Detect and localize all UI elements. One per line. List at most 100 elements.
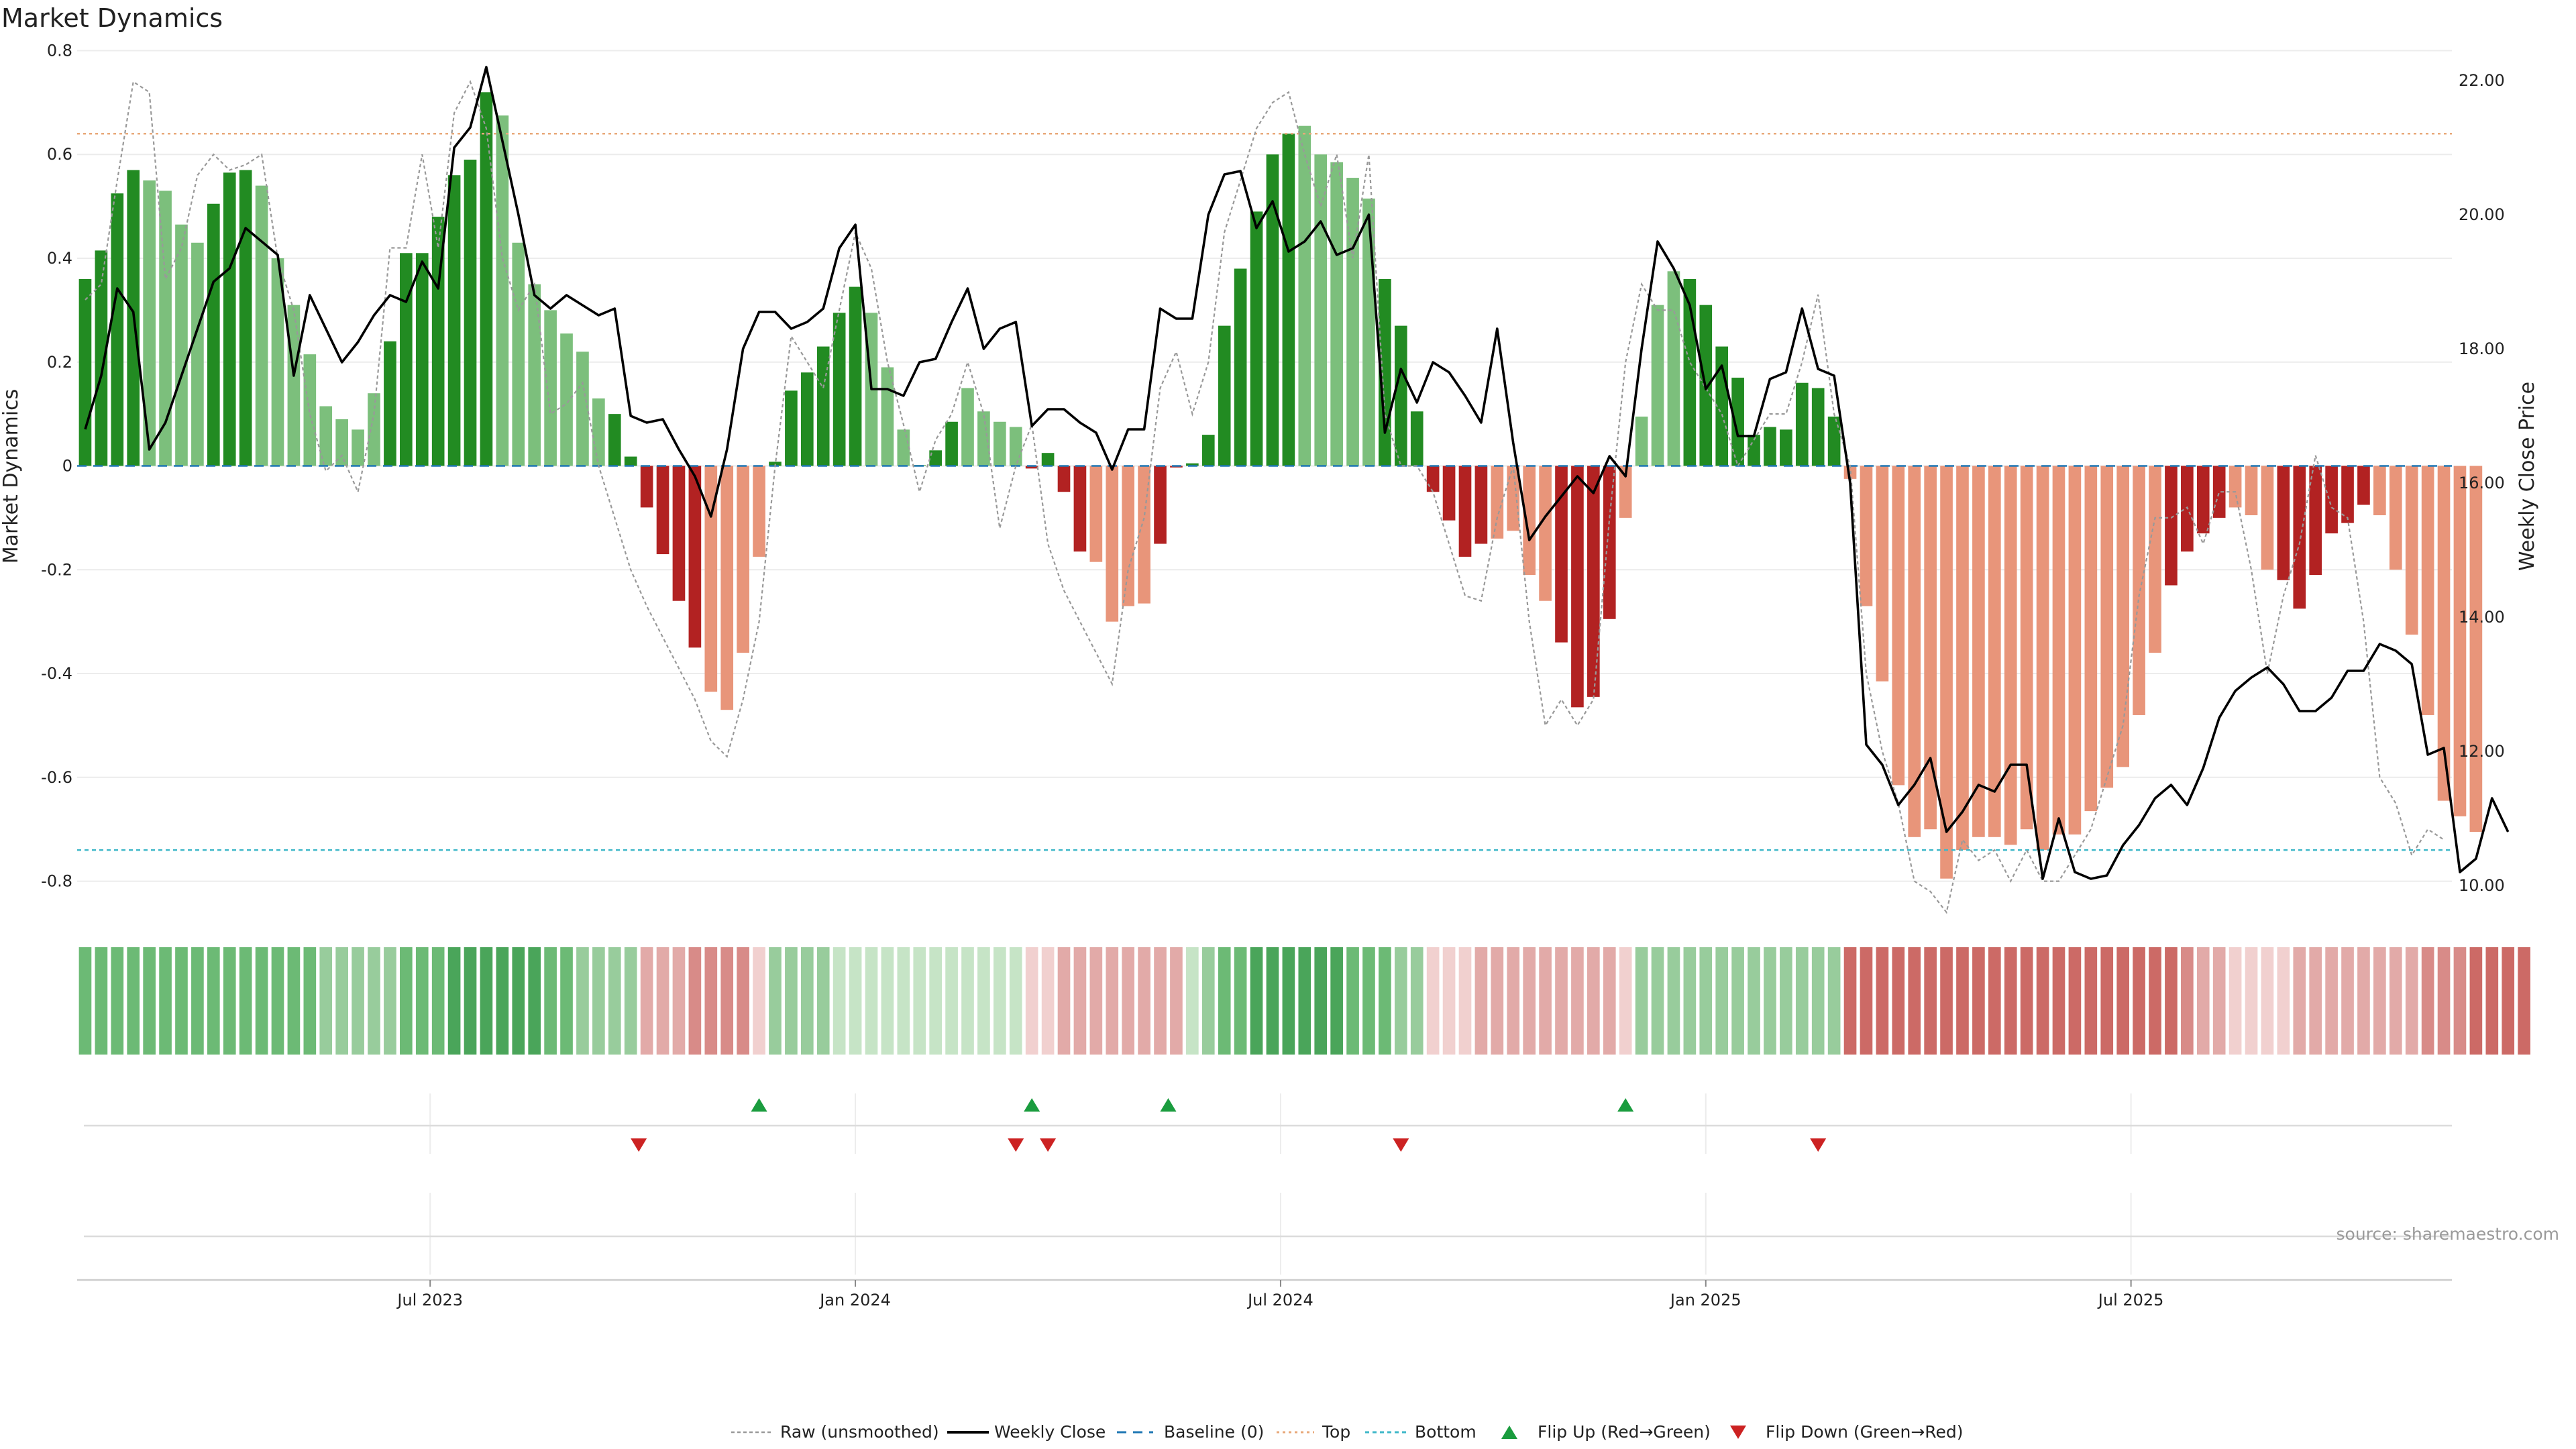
regime-cell [1603,947,1616,1055]
regime-cell [2068,947,2082,1055]
dynamics-bar [1057,466,1071,492]
regime-cell [737,947,749,1055]
dynamics-bar [2389,466,2402,570]
legend: Raw (unsmoothed) Weekly Close Baseline (0)… [731,1422,1964,1442]
regime-cell [1009,947,1022,1055]
regime-cell [191,947,204,1055]
regime-cell [977,947,990,1055]
regime-cell [1266,947,1279,1055]
regime-cell [897,947,910,1055]
dynamics-bar [1410,411,1424,466]
dynamics-bar [1748,435,1760,466]
dynamics-bar [431,217,445,466]
dynamics-bar [2020,466,2033,830]
regime-cell [1827,947,1841,1055]
dynamics-bar [816,346,830,466]
dynamics-bar [1442,466,1456,521]
y2-tick-label: 18.00 [2459,339,2505,358]
regime-cell [560,947,573,1055]
dynamics-bar [2165,466,2178,586]
regime-cell [1089,947,1103,1055]
dynamics-bar [544,310,557,466]
market-dynamics-bars [78,92,2483,879]
dynamics-bar [1795,382,1809,466]
regime-cell [592,947,605,1055]
regime-cell [1988,947,2001,1055]
regime-cell [1555,947,1568,1055]
regime-cell [2341,947,2354,1055]
chart-title: Market Dynamics [1,3,223,33]
dynamics-bar [2341,466,2354,523]
regime-cell [2116,947,2129,1055]
dynamics-bar [1009,427,1022,466]
dynamics-bar [1041,453,1055,466]
regime-cell [961,947,974,1055]
regime-cell [945,947,958,1055]
dynamics-bar [800,372,814,466]
dynamics-bar [1138,466,1150,604]
dynamics-bar [1298,125,1311,466]
legend-label: Top [1322,1422,1350,1442]
dynamics-bar [656,466,669,555]
dynamics-bar [1827,417,1841,466]
regime-cell [656,947,669,1055]
x-tick-label: Jan 2024 [818,1291,891,1309]
legend-label: Flip Down (Green→Red) [1766,1422,1964,1442]
dynamics-bar [512,242,525,466]
regime-cell [1330,947,1343,1055]
dynamics-bar [737,466,749,653]
reference-lines [77,133,2452,851]
regime-cell [1491,947,1504,1055]
dynamics-bar [945,421,958,466]
dynamics-bar [1811,388,1825,466]
regime-cell [1314,947,1328,1055]
flip-markers-panel [84,1093,2452,1275]
regime-cell [207,947,220,1055]
dynamics-bar [1266,154,1279,466]
legend-swatch-flip-up [1501,1426,1517,1439]
dynamics-bar [2469,466,2483,833]
regime-cell [1731,947,1744,1055]
regime-cell [2245,947,2258,1055]
legend-label: Baseline (0) [1164,1422,1264,1442]
dynamics-bar [672,466,686,601]
regime-cell [2212,947,2226,1055]
dynamics-bar [785,390,798,466]
regime-cell [544,947,557,1055]
x-axis: Jul 2023 Jan 2024 Jul 2024 Jan 2025 Jul 2025 [77,1279,2452,1309]
dynamics-bar [560,333,573,466]
dynamics-bar [415,253,429,466]
dynamics-bar [769,462,782,466]
x-tick-label: Jul 2023 [396,1291,463,1309]
regime-cell [672,947,686,1055]
dynamics-bar [1250,211,1263,466]
regime-cell [2373,947,2386,1055]
regime-cell [1362,947,1375,1055]
regime-cell [528,947,541,1055]
regime-cell [480,947,493,1055]
regime-cell [319,947,333,1055]
regime-cell [2389,947,2402,1055]
regime-cell [865,947,878,1055]
regime-cell [2453,947,2467,1055]
dynamics-bar [1474,466,1488,544]
regime-cell [175,947,188,1055]
regime-cell [384,947,396,1055]
regime-cell [688,947,702,1055]
y-tick-label: 0.4 [47,249,72,268]
regime-cell [769,947,782,1055]
dynamics-bar [1201,435,1215,466]
dynamics-bar [464,159,477,466]
dynamics-bar [2116,466,2129,767]
dynamics-bar [335,419,348,466]
flip-up-marker [1617,1098,1634,1112]
regime-cell [2181,947,2194,1055]
regime-cell [447,947,461,1055]
dynamics-bar [1106,466,1119,622]
regime-cell [1956,947,1969,1055]
regime-cell [2052,947,2065,1055]
dynamics-bar [1555,466,1568,643]
dynamics-bar [2149,466,2161,653]
regime-cell [111,947,124,1055]
